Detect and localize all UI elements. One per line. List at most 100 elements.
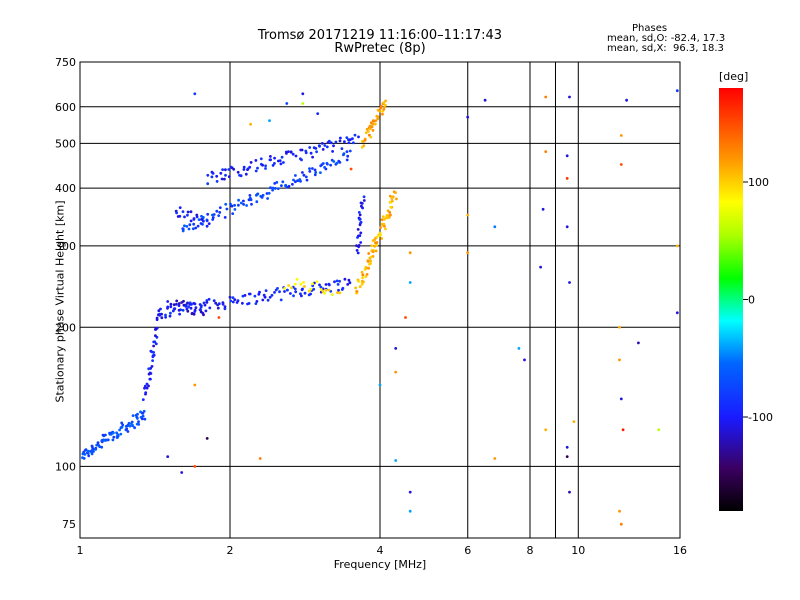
colorbar-tick-label: 100 (748, 176, 769, 189)
echo-point (311, 282, 314, 286)
echo-point (217, 302, 221, 306)
echo-point (154, 334, 157, 338)
echo-point (364, 131, 368, 135)
echo-point (254, 302, 258, 305)
echo-point (216, 306, 220, 310)
echo-point (83, 449, 87, 452)
y-tick-label: 75 (62, 518, 76, 531)
echo-point (104, 439, 107, 442)
echo-point (347, 141, 351, 145)
echo-point (219, 171, 223, 175)
echo-point (309, 151, 313, 155)
echo-point (382, 108, 386, 111)
echo-point (378, 383, 382, 387)
echo-point (189, 306, 193, 310)
echo-point (242, 203, 246, 206)
echo-point (258, 457, 262, 460)
echo-point (202, 219, 205, 223)
echo-point (192, 218, 196, 221)
echo-point (364, 275, 368, 278)
echo-point (287, 150, 290, 154)
echo-point (231, 212, 235, 216)
echo-point (301, 171, 304, 174)
y-tick-label: 750 (55, 56, 76, 69)
data-points (81, 89, 679, 526)
echo-point (264, 164, 267, 168)
echo-point (178, 214, 182, 218)
echo-point (370, 244, 374, 248)
echo-point (370, 125, 374, 129)
echo-point (619, 134, 623, 137)
echo-point (205, 224, 209, 228)
echo-point (356, 251, 360, 255)
echo-point (382, 101, 386, 105)
echo-point (196, 224, 200, 228)
echo-point (208, 306, 212, 310)
echo-point (86, 449, 90, 453)
x-tick-label: 16 (673, 544, 687, 557)
echo-point (207, 297, 211, 301)
echo-point (544, 95, 548, 99)
echo-point (319, 285, 323, 289)
echo-point (147, 367, 151, 371)
echo-point (341, 286, 345, 290)
echo-point (387, 216, 391, 219)
echo-point (374, 122, 377, 126)
echo-point (243, 294, 247, 297)
echo-point (368, 133, 371, 137)
echo-point (204, 309, 208, 313)
echo-point (287, 284, 290, 287)
echo-point (279, 298, 283, 302)
echo-point (220, 177, 224, 181)
echo-point (101, 433, 105, 437)
echo-point (541, 207, 545, 211)
echo-point (233, 203, 237, 207)
echo-point (223, 216, 227, 219)
echo-point (92, 450, 95, 453)
echo-point (96, 441, 100, 445)
echo-point (355, 249, 359, 252)
echo-point (382, 222, 386, 226)
echo-point (210, 175, 214, 179)
echo-point (295, 277, 299, 281)
echo-point (250, 202, 253, 206)
echo-point (394, 191, 397, 195)
echo-point (380, 218, 384, 222)
echo-point (493, 457, 497, 460)
echo-point (323, 291, 326, 295)
echo-point (327, 139, 331, 143)
echo-point (345, 158, 349, 162)
chart-subtitle: RwPretec (8p) (334, 41, 426, 56)
echo-point (369, 262, 372, 265)
echo-point (345, 150, 349, 154)
echo-point (227, 175, 231, 179)
echo-point (301, 92, 305, 96)
echo-point (237, 198, 241, 202)
echo-point (378, 231, 382, 235)
echo-point (157, 309, 161, 313)
echo-point (143, 417, 147, 421)
echo-point (294, 154, 298, 158)
echo-point (389, 205, 393, 209)
echo-point (224, 202, 228, 206)
echo-point (336, 283, 340, 286)
echo-point (198, 308, 202, 312)
echo-point (186, 213, 189, 217)
echo-point (284, 183, 288, 187)
echo-point (264, 289, 268, 292)
echo-point (340, 147, 344, 151)
echo-point (248, 292, 252, 296)
echo-point (300, 288, 304, 292)
echo-point (384, 103, 387, 107)
echo-point (375, 236, 378, 239)
echo-point (275, 181, 279, 184)
echo-point (390, 199, 394, 203)
echo-point (380, 237, 384, 240)
echo-point (373, 244, 377, 248)
echo-point (183, 224, 186, 228)
echo-point (309, 287, 313, 291)
echo-point (331, 150, 334, 153)
echo-point (248, 165, 252, 169)
echo-point (188, 223, 192, 227)
